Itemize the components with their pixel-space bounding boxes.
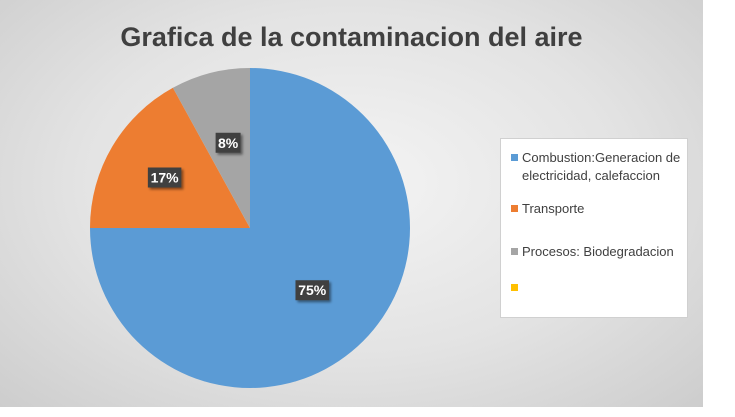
legend-swatch xyxy=(511,248,518,255)
chart-legend: Combustion:Generacion de electricidad, c… xyxy=(500,138,688,318)
data-label-3: 8% xyxy=(215,132,241,153)
legend-entry-3: Procesos: Biodegradacion xyxy=(511,243,683,261)
pie-slice-3 xyxy=(172,68,250,228)
chart-title: Grafica de la contaminacion del aire xyxy=(120,22,583,52)
legend-entry-2: Transporte xyxy=(511,200,683,218)
data-label-text: 75% xyxy=(298,282,327,298)
legend-swatch xyxy=(511,154,518,161)
legend-swatch xyxy=(511,284,518,291)
chart-area: Grafica de la contaminacion del aire 75%… xyxy=(0,0,703,407)
data-label-text: 8% xyxy=(218,135,239,151)
pie-slice-2 xyxy=(90,87,250,229)
legend-entry-1: Combustion:Generacion de electricidad, c… xyxy=(511,149,683,185)
data-label-box xyxy=(295,280,329,301)
legend-swatch xyxy=(511,205,518,212)
data-label-2: 17% xyxy=(147,167,182,188)
data-label-box xyxy=(147,167,182,188)
legend-label: Procesos: Biodegradacion xyxy=(522,244,674,259)
data-label-box xyxy=(215,132,241,153)
legend-label: Transporte xyxy=(522,201,585,216)
data-label-1: 75% xyxy=(295,280,329,301)
legend-label: Combustion:Generacion de electricidad, c… xyxy=(522,150,681,183)
data-label-text: 17% xyxy=(151,170,180,186)
pie-chart: 75% 17% 8% xyxy=(90,68,410,388)
